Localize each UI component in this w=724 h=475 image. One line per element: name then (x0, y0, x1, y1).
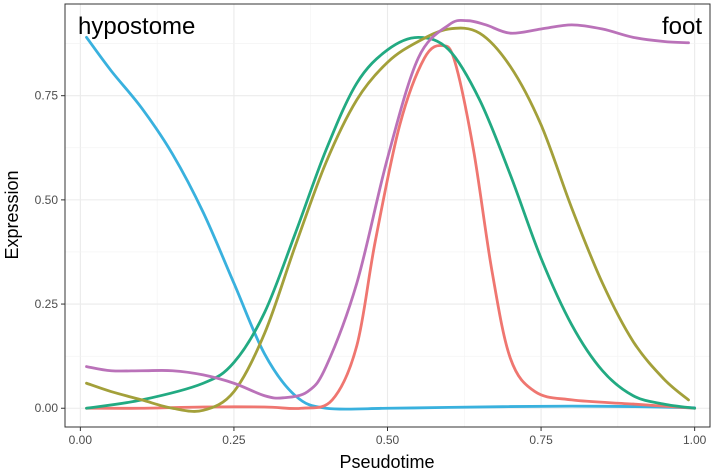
x-tick-label: 0.75 (529, 433, 553, 447)
y-tick-label: 0.75 (35, 89, 59, 103)
x-tick-label: 0.25 (222, 433, 246, 447)
series-line-green (85, 35, 697, 410)
foot-label: foot (662, 13, 702, 40)
y-tick-label: 0.50 (35, 193, 59, 207)
series-line-olive (85, 26, 690, 413)
y-tick-label: 0.00 (35, 401, 59, 415)
y-tick-label: 0.25 (35, 297, 59, 311)
series-line-purple (85, 18, 690, 400)
x-tick-label: 0.50 (376, 433, 400, 447)
y-axis-title: Expression (2, 170, 22, 259)
series-line-red (85, 44, 697, 410)
hypostome-label: hypostome (78, 13, 195, 40)
x-tick-label: 1.00 (683, 433, 707, 447)
x-axis-title: Pseudotime (339, 452, 434, 472)
series-layer (85, 18, 697, 413)
axis-ticks: 0.00 0.25 0.50 0.75 1.00 0.00 0.25 0.50 0.75 (35, 89, 707, 447)
x-tick-label: 0.00 (69, 433, 93, 447)
series-line-blue (85, 35, 697, 411)
